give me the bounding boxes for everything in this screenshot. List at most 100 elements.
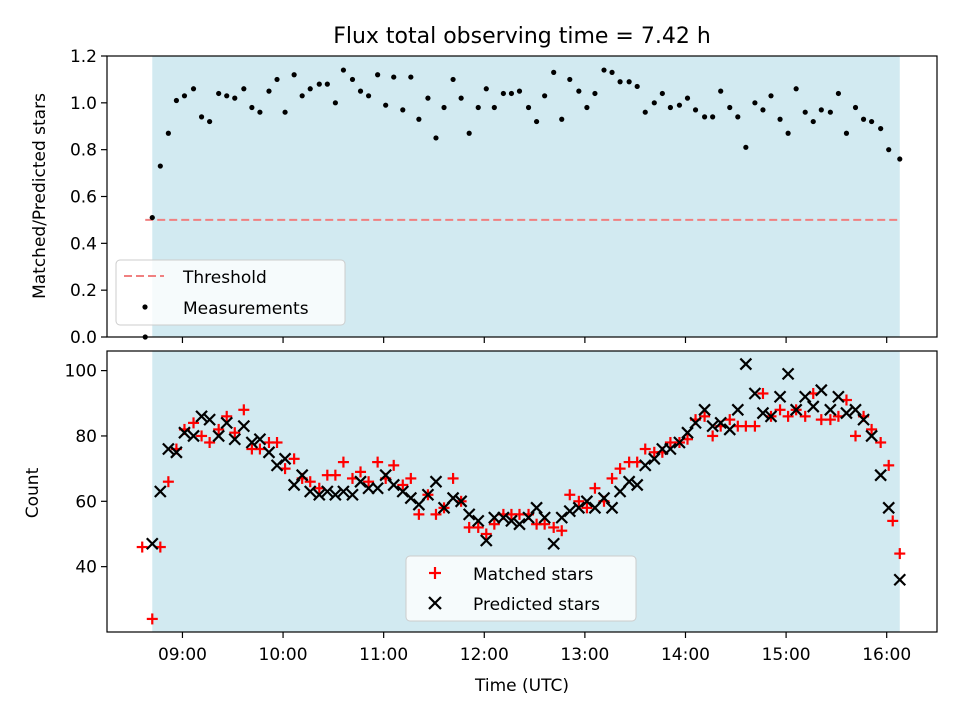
measurement-point xyxy=(516,88,523,94)
predicted-marker-stroke xyxy=(228,432,242,446)
predicted-star-marker xyxy=(237,419,251,433)
predicted-star-marker xyxy=(505,514,518,528)
predicted-star-marker xyxy=(789,403,803,417)
predicted-marker-stroke xyxy=(706,419,719,433)
predicted-marker-stroke xyxy=(563,504,577,518)
measurement-point xyxy=(249,104,255,111)
count-y-tick-label: 100 xyxy=(65,362,97,382)
matched-star-marker xyxy=(162,476,174,488)
predicted-star-marker xyxy=(379,468,392,482)
matched-star-marker xyxy=(238,404,250,416)
measurement-point xyxy=(634,83,640,90)
predicted-marker-stroke xyxy=(824,403,837,417)
measurement-point xyxy=(843,130,850,136)
matched-star-marker xyxy=(799,410,811,422)
matched-star-marker xyxy=(548,521,560,533)
predicted-marker-stroke xyxy=(245,436,259,449)
matched-star-marker xyxy=(564,489,576,501)
measurement-point xyxy=(718,88,724,94)
measurement-point xyxy=(835,90,842,97)
predicted-marker-stroke xyxy=(462,508,476,521)
measurement-point xyxy=(533,118,540,125)
predicted-star-marker xyxy=(278,452,292,466)
matched-star-marker xyxy=(229,427,241,439)
predicted-marker-stroke xyxy=(756,406,770,420)
measurement-point xyxy=(349,76,356,83)
measurement-point xyxy=(425,95,431,101)
predicted-marker-stroke xyxy=(154,485,167,498)
predicted-marker-stroke xyxy=(781,367,795,381)
measurement-point xyxy=(617,79,623,85)
predicted-star-marker xyxy=(739,357,753,371)
measurement-point xyxy=(324,81,330,87)
predicted-star-marker xyxy=(362,481,375,495)
predicted-star-marker xyxy=(446,491,460,505)
predicted-marker-stroke xyxy=(597,491,611,505)
matched-star-marker xyxy=(824,414,836,426)
measurement-point xyxy=(702,114,708,120)
predicted-marker-stroke xyxy=(513,517,526,531)
measurement-point xyxy=(299,93,305,99)
predicted-star-marker xyxy=(480,534,493,547)
matched-star-marker xyxy=(363,476,375,488)
measurement-point xyxy=(659,90,665,97)
predicted-star-marker xyxy=(437,501,451,515)
predicted-star-marker xyxy=(154,485,167,498)
predicted-marker-stroke xyxy=(321,485,334,498)
legend-measurements-swatch xyxy=(142,304,148,310)
predicted-marker-stroke xyxy=(471,514,485,528)
measurement-point xyxy=(266,88,272,94)
predicted-marker-stroke xyxy=(212,429,225,443)
measurement-point xyxy=(391,74,397,80)
matched-star-marker xyxy=(581,502,593,514)
measurement-point xyxy=(433,135,439,141)
time-x-tick-label: 10:00 xyxy=(259,645,308,665)
measurement-point xyxy=(768,93,774,99)
measurement-point xyxy=(676,102,683,108)
count-y-label: Count xyxy=(23,467,43,518)
predicted-marker-stroke xyxy=(203,413,216,426)
matched-star-marker xyxy=(221,410,233,422)
predicted-star-marker xyxy=(849,403,862,417)
measurement-point xyxy=(601,67,607,73)
predicted-star-marker xyxy=(178,426,191,439)
predicted-star-marker xyxy=(303,485,317,498)
legend-matched-label: Matched stars xyxy=(473,565,593,585)
matched-star-marker xyxy=(204,436,216,448)
matched-star-marker xyxy=(329,469,341,481)
predicted-star-marker xyxy=(538,511,551,524)
measurement-point xyxy=(491,104,497,111)
predicted-star-marker xyxy=(857,413,870,426)
matched-star-marker xyxy=(894,548,906,560)
predicted-marker-stroke xyxy=(379,468,392,482)
predicted-star-marker xyxy=(471,514,485,528)
measurement-point xyxy=(592,90,598,97)
matched-star-marker xyxy=(589,482,601,494)
measurement-point xyxy=(760,107,766,113)
predicted-star-marker xyxy=(162,442,175,456)
measurement-point xyxy=(408,74,414,80)
predicted-marker-stroke xyxy=(178,426,191,439)
measurement-point xyxy=(651,100,657,106)
predicted-marker-stroke xyxy=(893,573,907,586)
predicted-star-marker xyxy=(220,416,233,430)
predicted-star-marker xyxy=(806,400,820,413)
measurement-point xyxy=(475,104,481,111)
matched-star-marker xyxy=(447,472,459,484)
predicted-marker-stroke xyxy=(773,390,787,404)
predicted-star-marker xyxy=(454,495,468,508)
ratio-y-tick-label: 0.2 xyxy=(70,281,97,301)
measurement-points xyxy=(142,67,903,340)
matched-star-marker xyxy=(556,525,568,537)
ratio-legend: Threshold Measurements xyxy=(115,259,346,326)
measurement-point xyxy=(869,118,875,125)
measurement-point xyxy=(860,116,867,122)
predicted-star-marker xyxy=(613,485,627,498)
measurement-point xyxy=(190,86,197,92)
measurement-point xyxy=(257,109,263,115)
matched-star-marker xyxy=(397,479,409,491)
matched-star-marker xyxy=(196,430,208,442)
matched-star-marker xyxy=(850,430,862,442)
matched-star-marker xyxy=(866,423,878,435)
predicted-star-marker xyxy=(664,442,677,456)
